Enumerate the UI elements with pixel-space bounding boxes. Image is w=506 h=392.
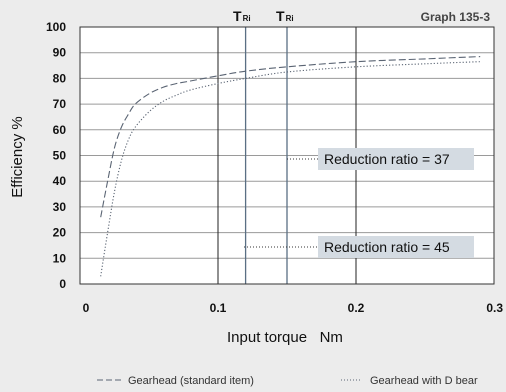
- y-tick-label: 90: [53, 46, 67, 60]
- y-tick-label: 60: [53, 123, 67, 137]
- y-tick-label: 40: [53, 174, 67, 188]
- y-tick-label: 70: [53, 97, 67, 111]
- tri-lines: [244, 27, 288, 284]
- x-tick-label: 0.1: [210, 301, 227, 315]
- tri-label-2: TRi: [276, 8, 294, 24]
- series-line-standard: [100, 56, 481, 218]
- series-lines: [100, 56, 481, 277]
- plot-frame: [79, 26, 495, 285]
- annotation-box: [318, 236, 474, 258]
- legend-label-standard: Gearhead (standard item): [128, 375, 254, 387]
- y-tick-label: 30: [53, 200, 67, 214]
- y-tick-label: 80: [53, 71, 67, 85]
- y-tick-label: 10: [53, 251, 67, 265]
- y-tick-label: 100: [46, 20, 66, 34]
- x-tick-label: 0.3: [486, 301, 503, 315]
- graph-label: Graph 135-3: [421, 10, 491, 24]
- y-axis-title: Efficiency %: [9, 116, 26, 197]
- annotation-label: Reduction ratio = 37: [324, 151, 450, 167]
- legend: Gearhead (standard item) Gearhead with D…: [97, 375, 478, 387]
- y-tick-labels: 0 10 20 30 40 50 60 70 80 90 100: [46, 20, 66, 291]
- annotation-label: Reduction ratio = 45: [324, 239, 450, 255]
- x-tick-label: 0.2: [348, 301, 365, 315]
- x-tick-label: 0: [83, 301, 90, 315]
- y-tick-label: 0: [59, 277, 66, 291]
- x-axis-title: Input torque Nm: [227, 329, 343, 346]
- annotation-box: [318, 148, 474, 170]
- y-tick-label: 20: [53, 226, 67, 240]
- annotations: Reduction ratio = 37 Reduction ratio = 45: [244, 148, 474, 258]
- x-tick-labels: 0 0.1 0.2 0.3: [83, 301, 504, 315]
- tri-label-1: TRi: [233, 8, 251, 24]
- legend-label-d-bearing: Gearhead with D bear: [370, 375, 478, 387]
- series-line-d-bearing: [100, 61, 481, 277]
- y-tick-label: 50: [53, 149, 67, 163]
